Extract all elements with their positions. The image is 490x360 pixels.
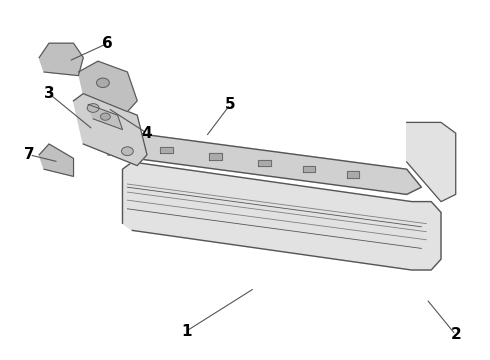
Polygon shape: [347, 171, 359, 178]
Text: 6: 6: [102, 36, 113, 51]
Text: 3: 3: [44, 86, 54, 101]
Text: 2: 2: [450, 327, 461, 342]
Polygon shape: [39, 144, 74, 176]
Polygon shape: [88, 104, 122, 130]
Polygon shape: [210, 153, 221, 160]
Circle shape: [100, 113, 110, 120]
Polygon shape: [93, 130, 421, 194]
Polygon shape: [122, 162, 441, 270]
Polygon shape: [303, 166, 315, 172]
Text: 4: 4: [142, 126, 152, 141]
Polygon shape: [39, 43, 83, 76]
Text: 5: 5: [225, 97, 236, 112]
Polygon shape: [407, 122, 456, 202]
Text: 7: 7: [24, 147, 35, 162]
Circle shape: [97, 78, 109, 87]
Polygon shape: [78, 61, 137, 112]
Circle shape: [87, 104, 99, 112]
Circle shape: [122, 147, 133, 156]
Polygon shape: [259, 160, 270, 166]
Polygon shape: [161, 147, 173, 153]
Polygon shape: [74, 94, 147, 166]
Text: 1: 1: [181, 324, 192, 339]
